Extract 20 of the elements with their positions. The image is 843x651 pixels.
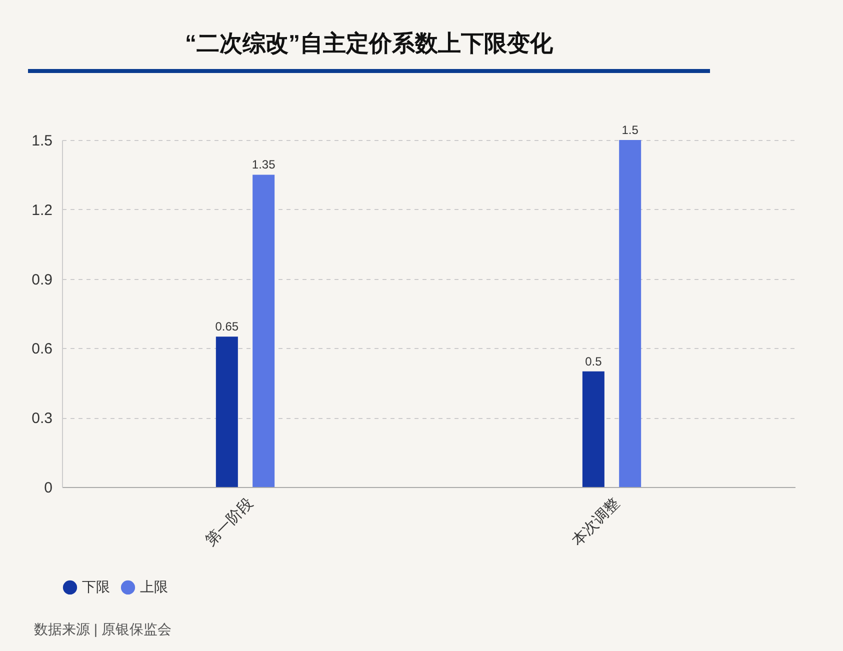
y-tick-label: 0: [44, 480, 52, 496]
y-tick-label: 0.9: [32, 271, 52, 288]
legend-label: 下限: [82, 578, 110, 594]
data-label: 0.5: [585, 354, 602, 368]
bar: [252, 174, 275, 487]
data-label: 1.5: [622, 123, 639, 137]
y-tick-label: 0.3: [32, 410, 52, 428]
x-tick-label: 第一阶段: [202, 494, 257, 550]
y-tick-label: 0.6: [32, 340, 52, 358]
bar: [582, 371, 604, 487]
chart-title: “二次综改”自主定价系数上下限变化: [184, 29, 554, 58]
y-tick-label: 1.2: [32, 202, 52, 219]
source-note: 数据来源 | 原银保监会: [34, 621, 172, 639]
bar: [216, 336, 238, 487]
legend-label: 上限: [140, 578, 168, 594]
x-tick-label: 本次调整: [568, 494, 624, 550]
data-label: 1.35: [252, 158, 276, 172]
data-label: 0.65: [215, 320, 239, 334]
y-tick-label: 1.5: [32, 132, 52, 150]
bar: [619, 140, 642, 487]
